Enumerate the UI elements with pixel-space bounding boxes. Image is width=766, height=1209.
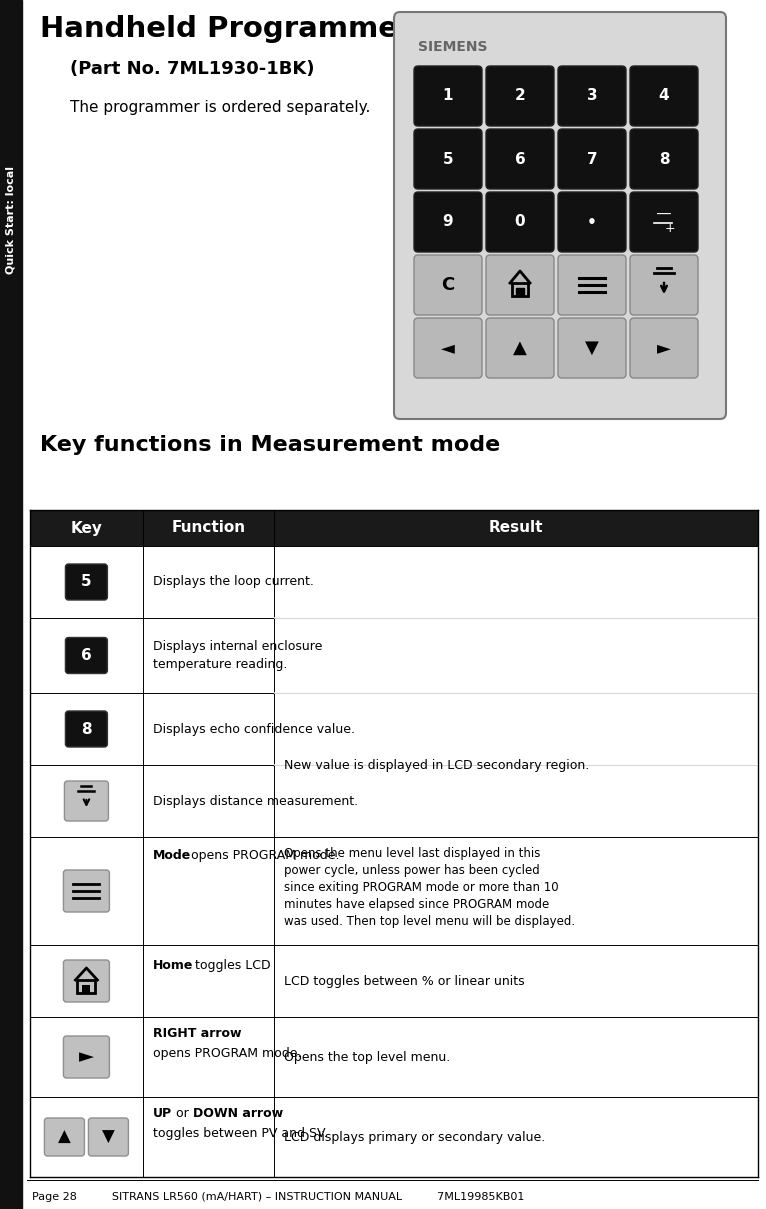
- Text: Displays internal enclosure
temperature reading.: Displays internal enclosure temperature …: [153, 640, 322, 671]
- Text: or: or: [172, 1107, 192, 1120]
- FancyBboxPatch shape: [630, 192, 698, 251]
- Text: Home: Home: [153, 959, 193, 972]
- Text: C: C: [441, 276, 455, 294]
- Text: 6: 6: [515, 151, 525, 167]
- FancyBboxPatch shape: [414, 318, 482, 378]
- FancyBboxPatch shape: [44, 1118, 84, 1156]
- Text: Function: Function: [172, 521, 245, 536]
- Bar: [0, 0, 22, 1209]
- Text: 5: 5: [443, 151, 453, 167]
- FancyBboxPatch shape: [486, 192, 554, 251]
- Text: Mode: Mode: [153, 849, 191, 862]
- Text: Key: Key: [70, 521, 103, 536]
- Text: ►: ►: [657, 339, 671, 357]
- Text: Quick Start: local: Quick Start: local: [6, 166, 16, 274]
- FancyBboxPatch shape: [558, 255, 626, 316]
- Text: Key functions in Measurement mode: Key functions in Measurement mode: [40, 435, 500, 455]
- Text: ―: ―: [657, 208, 671, 222]
- Text: ▲: ▲: [58, 1128, 70, 1146]
- FancyBboxPatch shape: [558, 66, 626, 126]
- Text: opens PROGRAM mode.: opens PROGRAM mode.: [153, 1047, 301, 1060]
- Text: New value is displayed in LCD secondary region.: New value is displayed in LCD secondary …: [284, 758, 589, 771]
- Text: Handheld Programmer: Handheld Programmer: [40, 15, 412, 44]
- Text: 6: 6: [81, 648, 92, 663]
- Text: Displays distance measurement.: Displays distance measurement.: [153, 794, 358, 808]
- Text: RIGHT arrow: RIGHT arrow: [153, 1026, 241, 1040]
- FancyBboxPatch shape: [64, 870, 110, 912]
- Text: Opens the top level menu.: Opens the top level menu.: [284, 1051, 450, 1064]
- FancyBboxPatch shape: [64, 960, 110, 1002]
- FancyBboxPatch shape: [65, 711, 107, 747]
- FancyBboxPatch shape: [414, 129, 482, 189]
- FancyBboxPatch shape: [558, 129, 626, 189]
- Text: ◄: ◄: [441, 339, 455, 357]
- Text: 1: 1: [443, 88, 453, 104]
- Bar: [30, 510, 758, 546]
- FancyBboxPatch shape: [486, 318, 554, 378]
- Bar: [516, 288, 524, 296]
- FancyBboxPatch shape: [414, 192, 482, 251]
- Bar: [77, 980, 96, 993]
- FancyBboxPatch shape: [486, 255, 554, 316]
- Text: 7: 7: [587, 151, 597, 167]
- Text: 2: 2: [515, 88, 525, 104]
- Bar: [83, 985, 90, 993]
- Text: 8: 8: [81, 722, 92, 736]
- FancyBboxPatch shape: [64, 781, 109, 821]
- FancyBboxPatch shape: [558, 318, 626, 378]
- Text: Result: Result: [489, 521, 543, 536]
- FancyBboxPatch shape: [88, 1118, 129, 1156]
- Text: 9: 9: [443, 214, 453, 230]
- FancyBboxPatch shape: [486, 66, 554, 126]
- Text: UP: UP: [153, 1107, 172, 1120]
- FancyBboxPatch shape: [65, 565, 107, 600]
- FancyBboxPatch shape: [630, 129, 698, 189]
- Text: toggles LCD: toggles LCD: [191, 959, 270, 972]
- Text: Opens the menu level last displayed in this
power cycle, unless power has been c: Opens the menu level last displayed in t…: [284, 848, 575, 929]
- Text: 0: 0: [515, 214, 525, 230]
- FancyBboxPatch shape: [414, 66, 482, 126]
- FancyBboxPatch shape: [630, 255, 698, 316]
- FancyBboxPatch shape: [630, 66, 698, 126]
- Text: LCD toggles between % or linear units: LCD toggles between % or linear units: [284, 974, 525, 988]
- FancyBboxPatch shape: [414, 255, 482, 316]
- Text: LCD displays primary or secondary value.: LCD displays primary or secondary value.: [284, 1130, 545, 1144]
- Text: (Part No. 7ML1930-1BK): (Part No. 7ML1930-1BK): [70, 60, 315, 79]
- Text: •: •: [587, 214, 597, 230]
- FancyBboxPatch shape: [630, 318, 698, 378]
- Text: 5: 5: [81, 574, 92, 590]
- FancyBboxPatch shape: [394, 12, 726, 420]
- Text: Page 28          SITRANS LR560 (mA/HART) – INSTRUCTION MANUAL          7ML19985K: Page 28 SITRANS LR560 (mA/HART) – INSTRU…: [32, 1192, 525, 1202]
- Text: SIEMENS: SIEMENS: [418, 40, 487, 54]
- Text: The programmer is ordered separately.: The programmer is ordered separately.: [70, 100, 371, 115]
- Text: Displays the loop current.: Displays the loop current.: [153, 575, 314, 589]
- Text: +: +: [665, 221, 676, 235]
- Text: Displays echo confidence value.: Displays echo confidence value.: [153, 723, 355, 735]
- Text: 3: 3: [587, 88, 597, 104]
- Bar: [512, 283, 528, 296]
- Text: 8: 8: [659, 151, 669, 167]
- Text: opens PROGRAM mode.: opens PROGRAM mode.: [187, 849, 339, 862]
- Text: toggles between PV and SV.: toggles between PV and SV.: [153, 1127, 328, 1140]
- FancyBboxPatch shape: [65, 637, 107, 673]
- Text: ▲: ▲: [513, 339, 527, 357]
- Text: ►: ►: [79, 1047, 94, 1066]
- FancyBboxPatch shape: [64, 1036, 110, 1078]
- Text: DOWN arrow: DOWN arrow: [193, 1107, 283, 1120]
- Text: 4: 4: [659, 88, 669, 104]
- Text: ▼: ▼: [102, 1128, 115, 1146]
- FancyBboxPatch shape: [558, 192, 626, 251]
- Text: ▼: ▼: [585, 339, 599, 357]
- FancyBboxPatch shape: [486, 129, 554, 189]
